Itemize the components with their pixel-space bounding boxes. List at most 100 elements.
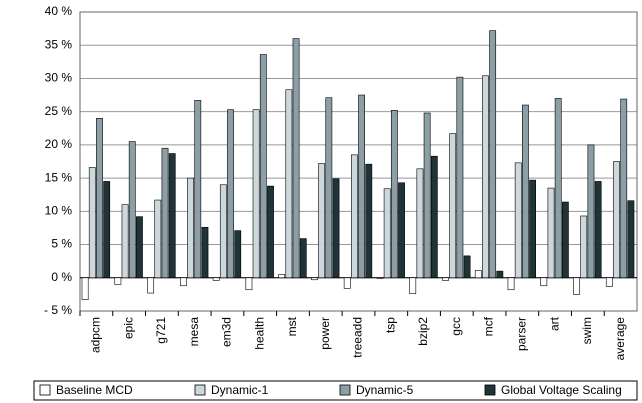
bar [234,230,242,279]
bar [489,30,497,279]
bar [540,277,548,287]
bar [267,185,274,279]
plot-border [79,11,638,312]
bar [219,184,227,279]
bar [179,277,187,287]
bar [245,277,253,291]
bar [278,274,286,279]
bar [292,38,300,279]
bar [343,277,351,289]
bar [96,118,103,279]
bar [318,163,326,279]
y-tick-label: 10 % [45,204,73,218]
bar [573,277,580,295]
x-tick-label: bzip2 [416,317,430,346]
bar [474,270,482,279]
bar [587,144,595,279]
bar [311,277,318,281]
x-tick-label: power [318,317,332,350]
x-tick-label: treeadd [351,317,365,358]
bar [522,104,529,279]
y-tick-label: 35 % [45,37,73,51]
bar [194,100,202,279]
x-tick-label: health [252,317,266,350]
bar [351,154,358,279]
legend-label: Global Voltage Scaling [501,383,622,397]
legend-swatch [484,384,496,396]
bar [358,94,365,279]
bar [252,109,260,279]
legend-label: Dynamic-1 [211,383,269,397]
bar [147,277,155,294]
bar [81,277,89,301]
x-tick-label: mesa [187,317,201,347]
bar [201,226,209,279]
bar [416,168,424,279]
bar [482,75,489,279]
bar [365,163,373,279]
x-tick-label: adpcm [89,317,103,353]
bar [620,98,628,279]
bar [456,76,464,279]
bar [121,204,129,279]
bar [88,167,96,279]
legend-label: Dynamic-5 [356,383,414,397]
bar [409,277,417,295]
bar [594,181,602,279]
y-tick-label: 20 % [45,137,73,151]
bar [154,199,162,279]
x-tick-label: epic [121,317,135,339]
bar [580,215,588,279]
x-tick-label: g721 [154,317,168,344]
legend-label: Baseline MCD [56,383,133,397]
bar [259,54,267,279]
bar [168,153,176,279]
x-tick-label: mst [285,316,299,336]
bar [496,270,504,279]
bar [605,277,613,287]
bar [442,277,449,281]
x-tick-label: average [613,317,627,361]
y-tick-label: 15 % [45,170,73,184]
bar [103,181,111,279]
bar [136,216,143,279]
bar [212,277,220,281]
y-tick-label: 5 % [51,237,72,251]
legend-swatch [339,384,351,396]
bar [299,238,307,279]
legend-swatch [39,384,51,396]
bar [627,200,635,279]
x-tick-label: parser [514,317,528,351]
bar [514,162,522,279]
bar [161,147,169,279]
bar [463,255,471,279]
legend-swatch [194,384,206,396]
y-tick-label: 0 % [51,270,72,284]
x-tick-label: mcf [482,316,496,336]
bar [430,155,438,279]
bar [128,141,136,279]
bar [187,177,194,279]
y-tick-label: 40 % [45,4,73,18]
bar [507,277,515,291]
y-tick-label: - 5 % [44,303,72,317]
y-tick-label: 25 % [45,104,73,118]
bar [332,178,340,279]
bar [398,182,405,279]
bar [227,109,234,279]
y-tick-label: 30 % [45,71,73,85]
bar [390,110,398,279]
bar [529,179,537,279]
bar [449,133,457,279]
bar [613,161,620,279]
x-tick-label: art [547,316,561,331]
x-tick-label: swim [580,317,594,344]
bar [423,112,431,279]
bar [547,187,555,279]
x-tick-label: gcc [449,317,463,336]
bar [554,98,562,279]
bar [383,188,391,279]
bar [325,97,333,279]
bar [114,277,122,285]
